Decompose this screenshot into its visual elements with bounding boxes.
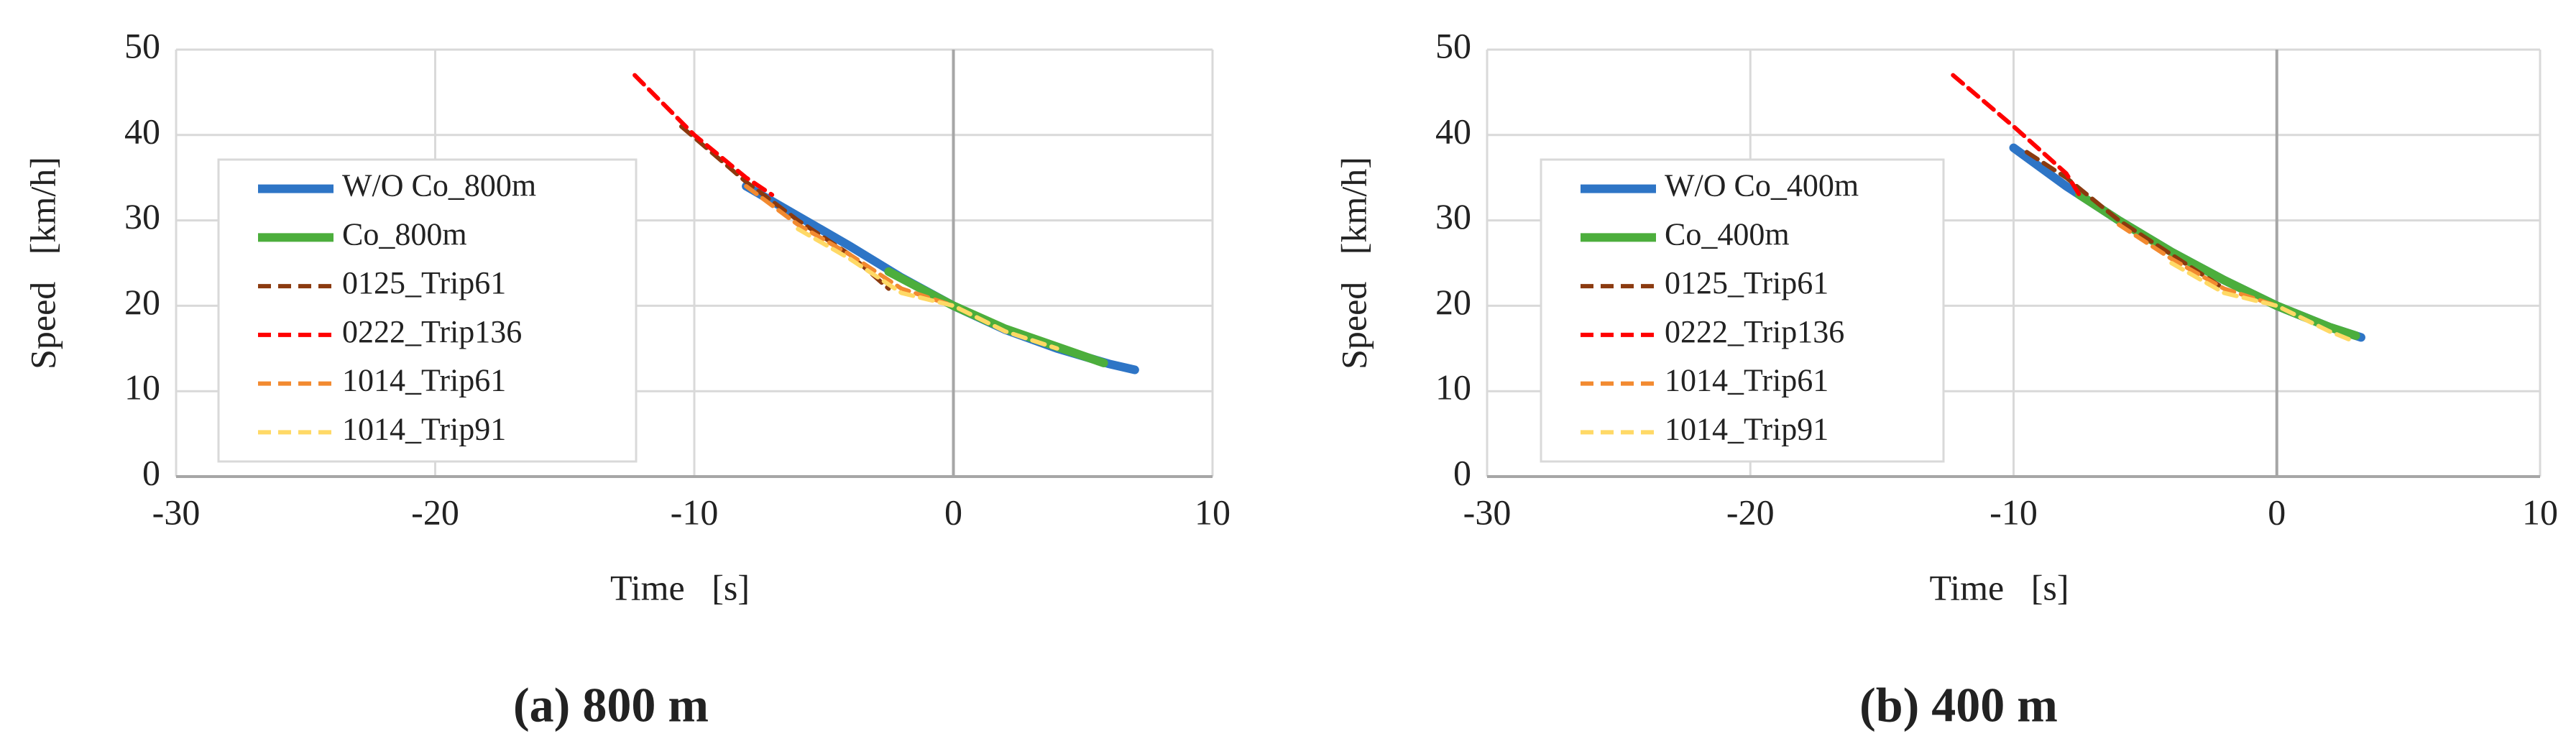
y-tick-label: 20 [1435, 282, 1471, 322]
x-tick-label: 0 [2268, 492, 2286, 532]
x-tick-label: -30 [1463, 492, 1512, 532]
x-tick-label: -20 [411, 492, 459, 532]
x-tick-label: 10 [1195, 492, 1230, 532]
legend-box [1540, 158, 1945, 463]
series-line [742, 182, 1139, 374]
x-tick-label: -30 [152, 492, 201, 532]
y-tick-label: 50 [1435, 25, 1471, 65]
x-tick-label: -10 [671, 492, 719, 532]
x-tick-label: -10 [1990, 492, 2038, 532]
series-line [2024, 150, 2227, 291]
y-tick-label: 30 [1435, 196, 1471, 236]
caption: (a) 800 m [513, 678, 709, 732]
legend-box [217, 158, 638, 463]
legend-label: W/O Co_800m [342, 168, 536, 203]
legend-label: 1014_Trip61 [342, 363, 506, 398]
y-tick-label: 40 [1435, 111, 1471, 151]
series-line [744, 184, 956, 308]
series-line [796, 226, 1059, 351]
x-tick-label: 0 [944, 492, 962, 532]
legend-label: 0125_Trip61 [1665, 265, 1828, 300]
series-line [1951, 73, 2082, 197]
legend-label: 1014_Trip91 [342, 411, 506, 446]
x-axis-label: Time [s] [610, 567, 750, 607]
series-line [632, 73, 775, 197]
caption: (b) 400 m [1859, 678, 2058, 732]
legend-label: 1014_Trip61 [1665, 363, 1828, 398]
legend-label: Co_400m [1665, 216, 1790, 252]
legend-label: Co_800m [342, 216, 467, 252]
legend-label: 0125_Trip61 [342, 265, 506, 300]
y-tick-label: 30 [124, 196, 160, 236]
y-axis-label: Speed [km/h] [22, 157, 63, 369]
y-tick-label: 0 [1453, 452, 1471, 492]
legend-label: 0222_Trip136 [1665, 314, 1844, 349]
series-line [884, 267, 1108, 367]
legend-label: W/O Co_400m [1665, 168, 1859, 203]
legend-label: 0222_Trip136 [342, 314, 522, 349]
legend-label: 1014_Trip91 [1665, 411, 1828, 446]
series-line [2075, 190, 2360, 340]
y-axis-label: Speed [km/h] [1333, 157, 1374, 369]
x-axis-label: Time [s] [1929, 567, 2069, 607]
y-tick-label: 40 [124, 111, 160, 151]
series-line [2169, 261, 2353, 342]
x-tick-label: -20 [1726, 492, 1775, 532]
y-tick-label: 10 [124, 367, 160, 408]
y-tick-label: 10 [1435, 367, 1471, 408]
y-tick-label: 0 [142, 452, 160, 492]
x-tick-label: 10 [2522, 492, 2558, 532]
y-tick-label: 20 [124, 282, 160, 322]
y-tick-label: 50 [124, 25, 160, 65]
